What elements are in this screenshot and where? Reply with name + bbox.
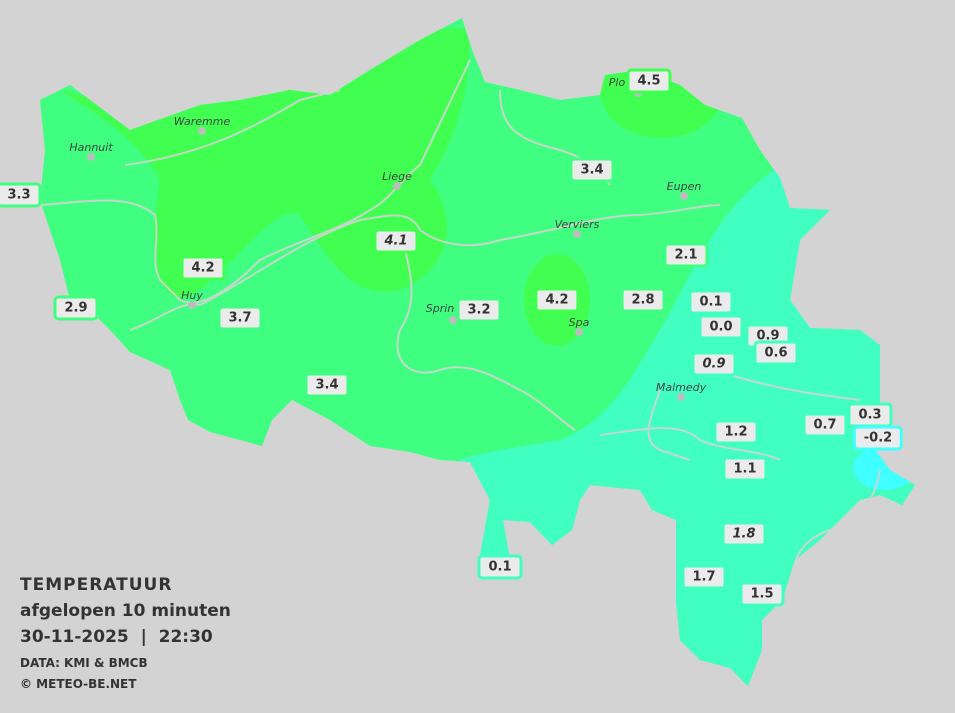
station-temperature-label: 0.1 xyxy=(688,289,734,315)
city-label: Verviers xyxy=(554,218,600,231)
city-dot xyxy=(575,328,583,336)
legend-source: DATA: KMI & BMCB xyxy=(20,656,148,670)
station-temperature-label: 0.0 xyxy=(698,314,744,340)
station-temperature-label: 2.9 xyxy=(53,295,99,321)
rivers xyxy=(40,59,881,601)
legend-copyright: © METEO-BE.NET xyxy=(20,677,137,691)
zone-below-0 xyxy=(853,446,915,490)
station-temperature-label: 3.2 xyxy=(456,297,502,323)
station-temperature-label: 0.1 xyxy=(477,554,523,580)
station-temperature-label: 3.4 xyxy=(569,157,615,183)
city-dot xyxy=(198,127,206,135)
legend-datetime: 30-11-2025 | 22:30 xyxy=(20,627,213,647)
city-label: Sprin xyxy=(425,302,455,315)
station-temperature-label: 1.1 xyxy=(722,456,768,482)
legend-subtitle: afgelopen 10 minuten xyxy=(20,601,231,621)
city-dot xyxy=(680,192,688,200)
city-label: Plo xyxy=(608,76,626,89)
station-temperature-label: 3.3 xyxy=(0,182,42,208)
station-temperature-label: 4.2 xyxy=(180,255,226,281)
city-dot xyxy=(573,230,581,238)
city-dot xyxy=(87,153,95,161)
city-label: Huy xyxy=(181,289,203,302)
legend-title: TEMPERATUUR xyxy=(20,575,173,595)
legend: TEMPERATUUR afgelopen 10 minuten 30-11-2… xyxy=(20,572,231,694)
city-label: Waremme xyxy=(173,115,231,128)
city-label: Spa xyxy=(568,316,590,329)
station-temperature-label: 1.5 xyxy=(739,581,785,607)
station-temperature-label: 0.9 xyxy=(691,351,737,377)
city-label: Hannuit xyxy=(69,141,113,154)
station-temperature-label: 1.8 xyxy=(721,521,767,547)
station-temperature-label: 4.2 xyxy=(534,287,580,313)
station-temperature-label: 3.4 xyxy=(304,372,350,398)
station-temperature-label: 1.7 xyxy=(681,564,727,590)
city-label: Malmedy xyxy=(655,381,707,394)
station-temperature-label: 0.3 xyxy=(847,402,893,428)
station-temperature-label: 0.6 xyxy=(753,340,799,366)
city-dot xyxy=(393,182,401,190)
city-label: Eupen xyxy=(666,180,702,193)
station-temperature-label: 1.2 xyxy=(713,419,759,445)
station-temperature-label: -0.2 xyxy=(852,425,904,451)
city-dot xyxy=(449,316,457,324)
station-temperature-label: 2.8 xyxy=(620,287,666,313)
station-temperature-label: 0.7 xyxy=(802,412,848,438)
city-dot xyxy=(188,301,196,309)
city-label: Liege xyxy=(382,170,412,183)
station-temperature-label: 4.5 xyxy=(626,68,672,94)
city-dot xyxy=(677,393,685,401)
station-temperature-label: 4.1 xyxy=(373,228,419,254)
station-temperature-label: 3.7 xyxy=(217,305,263,331)
city-markers xyxy=(87,89,688,401)
station-temperature-label: 2.1 xyxy=(663,242,709,268)
